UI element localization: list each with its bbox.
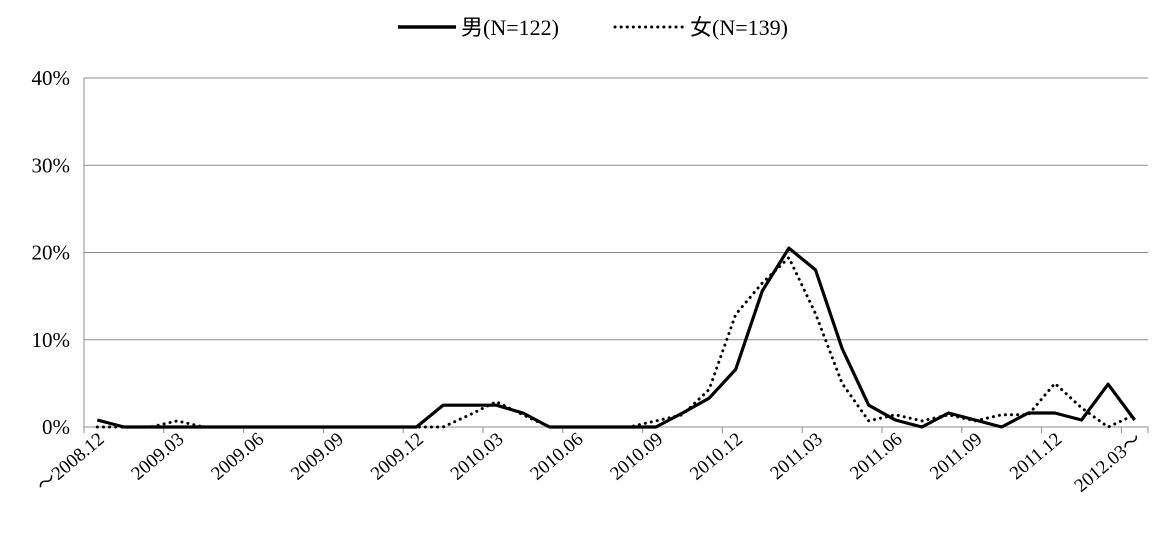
x-tick-label: 2009.06 xyxy=(207,429,268,485)
x-tick-label: 2010.09 xyxy=(606,429,667,485)
x-tick-label: 2011.06 xyxy=(846,429,906,484)
series-lines xyxy=(95,246,1137,429)
y-tick-label: 40% xyxy=(32,66,71,90)
x-axis: ～2008.12 2009.03 2009.06 2009.09 2009.12 2010… xyxy=(33,427,1149,497)
legend-label-female: 女(N=139) xyxy=(690,15,788,40)
y-tick-label: 30% xyxy=(32,153,71,177)
series-line-female xyxy=(95,256,1137,429)
x-tick-label: 2009.09 xyxy=(287,429,348,485)
y-tick-label: 0% xyxy=(42,415,70,439)
x-tick-label: 2010.12 xyxy=(686,429,747,485)
x-tick-label: 2010.03 xyxy=(447,429,508,485)
y-tick-label: 10% xyxy=(32,328,71,352)
y-axis: 0% 10% 20% 30% 40% xyxy=(32,66,85,439)
x-tick-label: 2012.03～ xyxy=(1071,429,1146,497)
gridlines xyxy=(84,77,1148,428)
x-tick-label: 2011.03 xyxy=(766,429,826,484)
x-tick-label: 2010.06 xyxy=(527,429,588,485)
x-tick-label: 2009.12 xyxy=(367,429,428,485)
y-tick-label: 20% xyxy=(32,241,71,265)
x-tick-label: 2011.09 xyxy=(926,429,986,484)
legend-label-male: 男(N=122) xyxy=(461,15,559,40)
series-line-male xyxy=(96,246,1136,429)
legend: 男(N=122) 女(N=139) xyxy=(398,15,788,40)
x-tick-label: 2011.12 xyxy=(1006,429,1066,484)
x-tick-label: 2009.03 xyxy=(128,429,189,485)
